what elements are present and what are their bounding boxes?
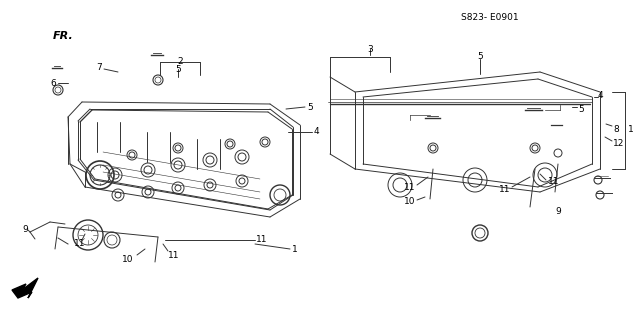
Text: 10: 10 — [403, 197, 415, 206]
Text: FR.: FR. — [53, 31, 74, 41]
Text: 10: 10 — [122, 255, 134, 263]
Text: 5: 5 — [578, 105, 584, 113]
Text: S823- E0901: S823- E0901 — [461, 12, 519, 22]
Text: 11: 11 — [548, 178, 559, 186]
Text: 1: 1 — [292, 244, 298, 254]
Text: 4: 4 — [314, 127, 319, 137]
Text: 5: 5 — [307, 102, 313, 112]
Text: 4: 4 — [598, 90, 604, 100]
Text: 5: 5 — [175, 65, 181, 74]
Text: 9: 9 — [555, 208, 561, 217]
Text: 11: 11 — [403, 183, 415, 191]
Text: 11: 11 — [256, 236, 268, 244]
Text: 1: 1 — [628, 125, 634, 133]
Text: 5: 5 — [477, 52, 483, 61]
Text: 11: 11 — [168, 250, 179, 260]
Polygon shape — [12, 278, 38, 298]
Text: 3: 3 — [367, 45, 373, 54]
Text: 12: 12 — [613, 139, 625, 148]
Text: 11: 11 — [74, 240, 86, 249]
Text: 11: 11 — [499, 184, 510, 193]
Text: 9: 9 — [22, 225, 28, 235]
Text: 2: 2 — [177, 57, 183, 66]
Text: 7: 7 — [96, 62, 102, 72]
Text: 6: 6 — [51, 79, 56, 87]
Text: 8: 8 — [613, 125, 619, 133]
